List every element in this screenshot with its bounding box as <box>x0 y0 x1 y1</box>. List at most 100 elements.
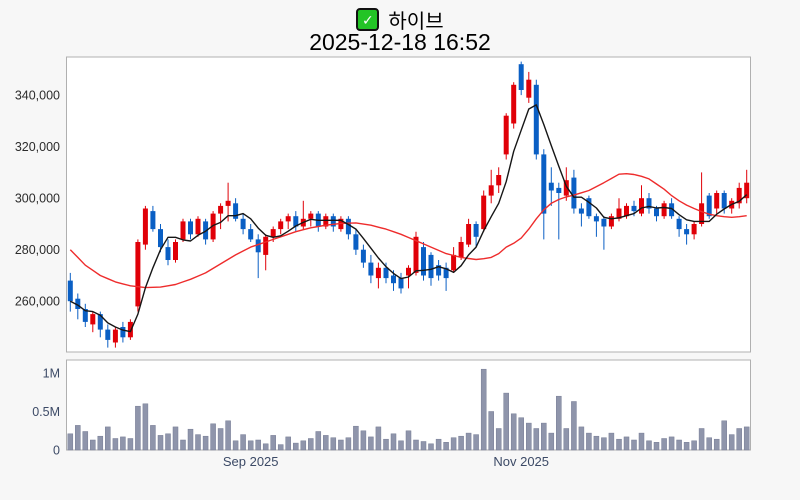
volume-bar <box>518 417 524 451</box>
volume-bar <box>277 444 284 451</box>
candle-up <box>624 205 629 217</box>
volume-bar <box>420 441 427 451</box>
candle-down <box>541 154 547 214</box>
candle-up <box>218 205 224 214</box>
volume-bars <box>67 368 750 451</box>
volume-bar <box>428 443 434 451</box>
volume-bar <box>232 440 239 451</box>
volume-bar <box>270 435 276 451</box>
candle-up <box>608 216 614 227</box>
volume-tick-label: 1M <box>43 367 60 381</box>
volume-bar <box>105 426 111 451</box>
volume-bar <box>488 411 494 451</box>
volume-bar <box>443 442 449 451</box>
volume-bar <box>713 438 720 451</box>
volume-bar <box>541 422 547 451</box>
volume-bar <box>82 431 89 451</box>
candle-up <box>526 79 532 98</box>
candle-up <box>744 182 750 199</box>
volume-bar <box>390 433 397 451</box>
candle-up <box>496 175 502 186</box>
volume-bar <box>578 426 585 451</box>
volume-bar <box>601 437 607 451</box>
volume-bar <box>698 428 705 451</box>
volume-bar <box>728 434 735 451</box>
price-tick-label: 340,000 <box>15 89 60 103</box>
volume-bar <box>240 434 246 451</box>
volume-bar <box>683 442 690 451</box>
candle-up <box>714 193 720 209</box>
volume-bar <box>112 438 119 451</box>
candle-up <box>142 208 148 245</box>
volume-bar <box>360 430 367 451</box>
candle-down <box>721 193 727 209</box>
volume-bar <box>608 432 615 451</box>
candle-down <box>443 267 449 279</box>
volume-bar <box>736 428 742 451</box>
volume-bar <box>165 433 171 451</box>
candle-down <box>97 314 103 330</box>
candle-up <box>488 185 494 196</box>
volume-bar <box>330 437 337 451</box>
volume-bar <box>262 443 269 451</box>
candle-up <box>135 242 141 307</box>
volume-bar <box>653 442 660 451</box>
candle-up <box>112 329 118 343</box>
green-checkbox-icon: ✓ <box>356 8 380 31</box>
candle-down <box>368 262 374 276</box>
volume-bar <box>97 435 104 451</box>
candle-down <box>345 218 351 235</box>
volume-bar <box>345 437 352 451</box>
candle-down <box>383 267 389 279</box>
volume-bar <box>368 436 374 451</box>
candle-up <box>639 198 644 214</box>
volume-bar <box>285 436 291 451</box>
volume-bar <box>458 435 464 451</box>
candle-down <box>398 278 404 289</box>
volume-bar <box>721 420 727 451</box>
volume-bar <box>308 438 314 451</box>
volume-bar <box>563 428 570 451</box>
volume-bar <box>225 420 231 451</box>
volume-bar <box>526 422 532 451</box>
volume-bar <box>315 431 322 451</box>
candle-up <box>375 267 381 279</box>
volume-bar <box>465 432 472 451</box>
candle-down <box>428 254 434 279</box>
candle-down <box>518 64 524 90</box>
volume-bar <box>638 432 645 451</box>
volume-bar <box>210 423 216 451</box>
candle-down <box>601 218 607 227</box>
candle-up <box>503 115 509 155</box>
volume-bar <box>75 425 81 451</box>
candle-down <box>684 229 690 235</box>
candle-down <box>158 229 163 248</box>
volume-bar <box>375 426 382 451</box>
candle-down <box>150 211 156 230</box>
volume-bar <box>480 368 487 451</box>
volume-bar <box>202 435 209 451</box>
candle-down <box>533 84 539 155</box>
candle-down <box>654 208 659 217</box>
volume-bar <box>533 428 540 451</box>
volume-bar <box>676 439 682 451</box>
volume-bar <box>180 439 186 451</box>
candle-down <box>67 280 73 302</box>
volume-axis-labels: 1M 0.5M 0 <box>32 367 60 458</box>
volume-bar <box>135 405 141 451</box>
volume-bar <box>510 413 517 451</box>
volume-bar <box>247 440 254 451</box>
candle-down <box>593 216 599 222</box>
candle-up <box>451 254 457 271</box>
candle-up <box>225 200 231 206</box>
candle-down <box>165 247 171 260</box>
candle-down <box>706 195 712 217</box>
candle-up <box>270 229 276 237</box>
candle-down <box>578 208 584 214</box>
volume-bar <box>548 432 555 451</box>
volume-bar <box>323 435 329 451</box>
volume-bar <box>556 395 562 451</box>
month-tick-label: Nov 2025 <box>493 454 549 469</box>
volume-bar <box>571 401 577 451</box>
